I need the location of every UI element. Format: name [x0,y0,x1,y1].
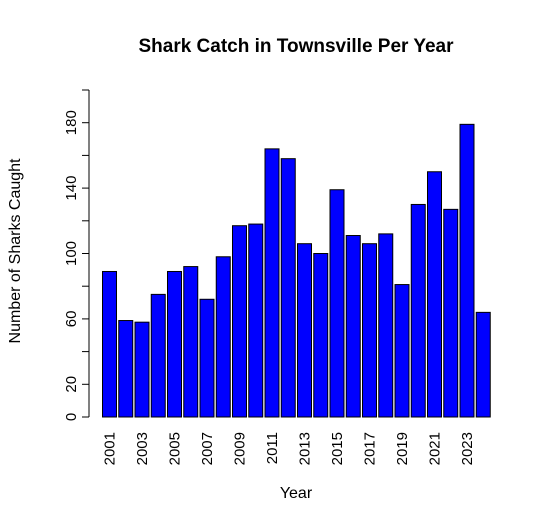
x-tick-label: 2013 [297,432,314,465]
bar-2020 [410,203,426,418]
bar-2010 [248,223,264,418]
x-tick-label: 2005 [167,432,184,465]
bar-2021 [427,171,442,418]
bars [102,123,491,418]
y-tick-label: 20 [63,376,80,393]
bar-2006 [183,266,199,418]
y-axis: 0 20 60 100 140 180 [63,89,90,421]
bar-2009 [232,225,247,418]
y-tick-label: 100 [63,241,80,266]
x-tick-label: 2021 [427,432,444,465]
x-tick-label: 2019 [394,432,411,465]
bar-2023 [459,123,475,418]
x-tick-label: 2023 [459,432,476,465]
bar-2015 [329,189,345,418]
bar-2007 [199,298,215,418]
bar-2012 [280,158,296,418]
y-tick-label: 140 [63,176,80,201]
x-tick-label: 2009 [232,432,249,465]
y-tick-label: 180 [63,110,80,135]
y-axis-label: Number of Sharks Caught [7,158,24,344]
bar-2016 [345,235,361,418]
x-tick-label: 2017 [362,432,379,465]
bar-2011 [264,148,280,418]
bar-2004 [150,293,166,418]
bar-2002 [118,320,134,418]
bar-2003 [134,321,150,418]
bar-2019 [394,284,410,418]
y-tick-label: 0 [63,413,80,421]
bar-2005 [167,270,182,418]
y-tick-label: 60 [63,311,80,328]
bar-2001 [102,270,117,418]
bar-2014 [313,253,329,418]
x-tick-label: 2011 [264,432,281,464]
bar-2017 [362,243,377,418]
x-tick-label: 2015 [329,432,346,465]
bar-2018 [378,233,394,418]
bar-2024 [475,311,491,418]
chart-title: Shark Catch in Townsville Per Year [138,36,454,57]
x-axis-label: Year [280,485,313,502]
x-tick-label: 2001 [102,432,119,465]
bar-2013 [297,243,312,418]
x-axis-ticks: 2001 2003 2005 2007 2009 2011 2013 2015 2017 2019… [102,432,477,465]
bar-2022 [443,208,459,418]
bar-2008 [215,256,231,418]
x-tick-label: 2003 [134,432,151,465]
x-tick-label: 2007 [199,432,216,465]
